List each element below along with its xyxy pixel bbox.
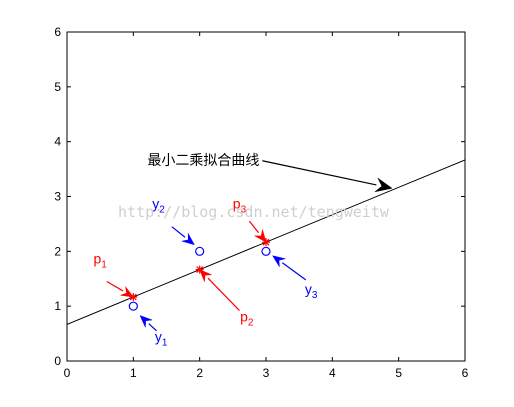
- y2-label: y2: [152, 196, 165, 216]
- y-tick-label: 0: [54, 354, 61, 368]
- y3-arrow: [272, 255, 307, 281]
- observed-point: [128, 301, 138, 311]
- x-tick-label: 3: [263, 366, 270, 380]
- p1-label: p1: [93, 250, 107, 270]
- x-tick-label: 0: [64, 366, 71, 380]
- x-tick-label: 4: [329, 366, 336, 380]
- watermark-text: http://blog.csdn.net/tengweitw: [118, 203, 390, 221]
- p2-label: p2: [240, 309, 254, 329]
- x-tick-label: 2: [196, 366, 203, 380]
- y1-arrow: [139, 315, 157, 332]
- plot-area: [66, 31, 466, 362]
- p2-arrow: [199, 269, 240, 311]
- y1-label: y1: [155, 328, 168, 348]
- y2-arrow: [171, 226, 195, 246]
- y-tick-label: 5: [54, 80, 61, 94]
- x-tick-label: 1: [130, 366, 137, 380]
- fit-line-arrow: [262, 160, 393, 193]
- p3-arrow: [248, 220, 267, 243]
- x-tick-label: 5: [395, 366, 402, 380]
- p3-label: p3: [233, 196, 247, 216]
- x-tick-label: 6: [462, 366, 469, 380]
- observed-point: [261, 246, 271, 256]
- y-tick-label: 1: [54, 299, 61, 313]
- y-tick-label: 3: [54, 190, 61, 204]
- y-tick-label: 2: [54, 244, 61, 258]
- y-tick-label: 6: [54, 25, 61, 39]
- p1-arrow: [106, 280, 134, 298]
- observed-point: [195, 246, 205, 256]
- y3-label: y3: [305, 281, 318, 301]
- y-tick-label: 4: [54, 135, 61, 149]
- fit-line-label: 最小二乘拟合曲线: [147, 152, 259, 168]
